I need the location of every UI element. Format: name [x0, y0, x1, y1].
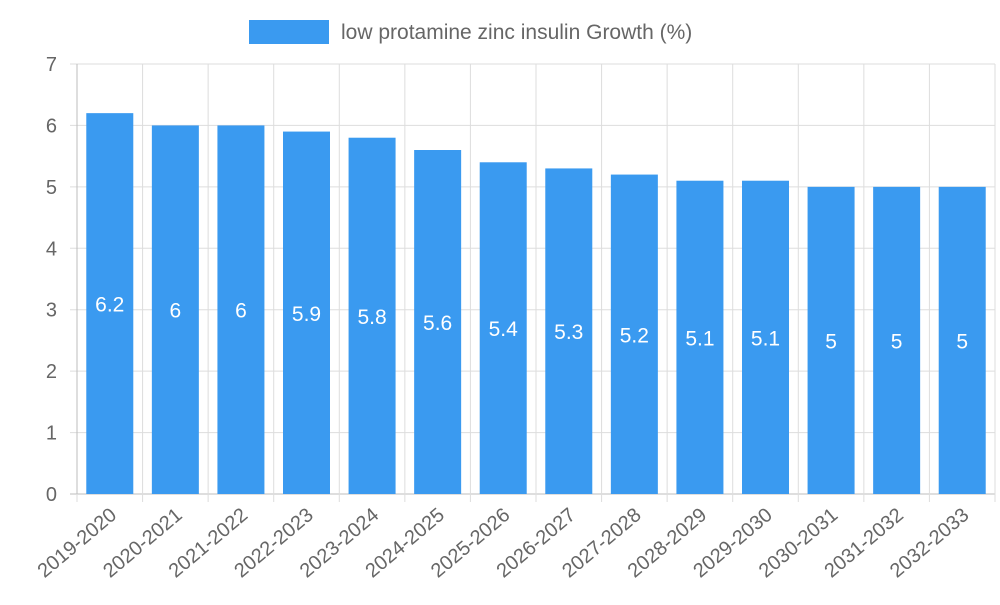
- legend: low protamine zinc insulin Growth (%): [249, 20, 692, 44]
- data-label: 5: [825, 330, 837, 353]
- y-tick-label: 5: [46, 177, 57, 199]
- grid: [70, 63, 996, 502]
- data-label: 5: [891, 330, 903, 353]
- bar: [742, 180, 789, 494]
- y-tick-label: 3: [46, 300, 57, 322]
- data-label: 5.3: [554, 321, 583, 344]
- bar: [151, 125, 199, 494]
- data-labels: 6.2 6 6 5.9 5.8 5.6 5.4 5.3 5.2 5.1 5.1 5 5 5: [95, 294, 968, 354]
- data-label: 6.2: [95, 294, 124, 317]
- bar: [676, 180, 724, 494]
- data-label: 5.9: [292, 303, 321, 326]
- data-label: 6: [235, 300, 247, 323]
- bar: [479, 162, 527, 495]
- y-axis-ticks: 0 1 2 3 4 5 6 7: [46, 54, 57, 506]
- y-tick-label: 1: [46, 423, 57, 445]
- legend-swatch: [249, 20, 329, 44]
- data-label: 5.1: [685, 327, 714, 350]
- y-tick-label: 2: [46, 361, 57, 383]
- y-tick-label: 6: [46, 115, 57, 137]
- bar: [348, 137, 396, 494]
- bar: [545, 168, 593, 494]
- bar: [610, 174, 658, 495]
- bar: [873, 186, 921, 494]
- data-label: 5.8: [357, 306, 386, 329]
- data-label: 5.4: [489, 318, 519, 341]
- bar: [86, 113, 134, 495]
- y-tick-label: 0: [46, 484, 57, 506]
- data-label: 5.2: [620, 324, 649, 347]
- y-tick-label: 7: [46, 54, 57, 76]
- data-label: 6: [170, 300, 182, 323]
- data-label: 5.6: [423, 312, 452, 335]
- bars: [86, 113, 986, 495]
- bar: [283, 131, 330, 495]
- bar: [938, 186, 986, 494]
- bar: [217, 125, 265, 494]
- y-tick-label: 4: [46, 238, 57, 260]
- legend-label: low protamine zinc insulin Growth (%): [341, 21, 692, 44]
- bar: [807, 186, 855, 494]
- x-axis-ticks: 2019-20202020-20212021-20222022-20232023…: [34, 504, 974, 582]
- bar: [414, 150, 462, 494]
- data-label: 5: [956, 330, 968, 353]
- data-label: 5.1: [751, 327, 780, 350]
